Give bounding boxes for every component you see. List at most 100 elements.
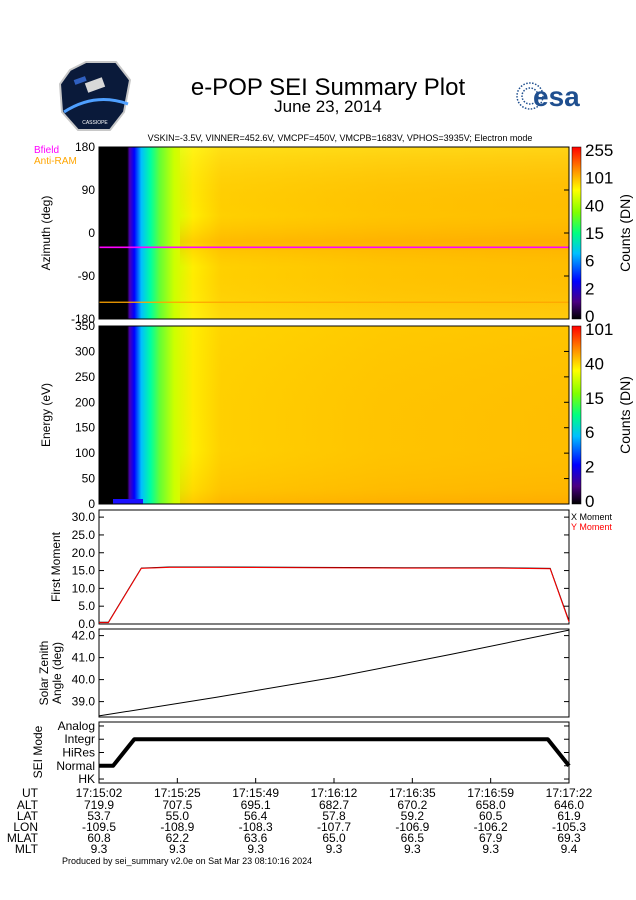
moment-tick-label: 5.0	[78, 599, 95, 613]
azimuth-colorbar	[571, 146, 582, 320]
azimuth-colorbar-label: Counts (DN)	[617, 194, 633, 272]
energy-colorbar-tick-label: 101	[585, 320, 613, 339]
page-date: June 23, 2014	[274, 97, 382, 116]
time-axis-alt-value: 670.2	[397, 798, 427, 812]
cassiope-logo: CASSIOPE	[58, 61, 132, 131]
time-axis-lat-value: 57.8	[322, 809, 346, 823]
time-axis-ut-value: 17:16:35	[389, 786, 436, 800]
energy-tick-label: 200	[75, 395, 95, 409]
energy-colorbar	[571, 325, 582, 505]
time-axis-lon-value: -108.3	[239, 820, 273, 834]
time-axis-mlt-value: 9.3	[169, 842, 186, 856]
time-axis-mlat-value: 62.2	[166, 831, 190, 845]
sza-panel: 42.0 41.0 40.0 39.0 Solar Zenith Angle (deg…	[37, 628, 570, 718]
time-axis-mlt-value: 9.3	[404, 842, 421, 856]
sza-line	[98, 629, 570, 717]
mode-tick-label: Integr	[64, 732, 95, 746]
moment-panel: 30.025.020.015.010.05.00.0 First Moment …	[49, 509, 613, 631]
azimuth-colorbar-tick-label: 255	[585, 141, 613, 160]
time-axis-mlt-value: 9.4	[561, 842, 578, 856]
time-axis-mlat-value: 66.5	[401, 831, 425, 845]
time-axis-row-label: ALT	[17, 798, 39, 812]
azimuth-colorbar-tick-label: 2	[585, 279, 594, 298]
time-axis-lon-value: -107.7	[317, 820, 351, 834]
sza-tick-label: 39.0	[72, 695, 96, 709]
energy-colorbar-label: Counts (DN)	[617, 376, 633, 454]
moment-tick-label: 15.0	[72, 564, 96, 578]
energy-colorbar-tick-label: 15	[585, 389, 604, 408]
cassiope-logo-text: CASSIOPE	[82, 120, 108, 126]
time-axis-lon-value: -106.9	[395, 820, 429, 834]
moment-tick-label: 0.0	[78, 617, 95, 631]
time-axis-ut-value: 17:16:59	[467, 786, 514, 800]
time-axis-lon-value: -108.9	[160, 820, 194, 834]
y-moment-line	[99, 566, 570, 624]
energy-colorbar-tick-label: 40	[585, 354, 604, 373]
mode-line	[99, 737, 571, 768]
mode-tick-label: HK	[78, 772, 95, 786]
azimuth-colorbar-tick-label: 0	[585, 307, 594, 326]
energy-colorbar-tick-label: 2	[585, 458, 594, 477]
time-axis-row-label: UT	[22, 786, 39, 800]
energy-colorbar-ticks: 101 40 15 6 2 0	[585, 320, 613, 511]
azimuth-tick-label: 0	[88, 226, 95, 240]
azimuth-panel: 180 90 0 -90 -180 Azimuth (deg) Bfield Anti-…	[34, 140, 633, 326]
mode-ylabel: SEI Mode	[31, 725, 45, 778]
esa-logo: esa	[516, 81, 580, 112]
moment-tick-label: 25.0	[72, 528, 96, 542]
sza-y-ticks: 42.0 41.0 40.0 39.0	[72, 629, 569, 709]
time-axis-row-label: LON	[13, 820, 38, 834]
time-axis-lat-value: 53.7	[87, 809, 111, 823]
energy-tick-label: 150	[75, 421, 95, 435]
instrument-params: VSKIN=-3.5V, VINNER=452.6V, VMCPF=450V, …	[148, 133, 533, 143]
time-axis-mlt-value: 9.3	[482, 842, 499, 856]
energy-tick-label: 0	[88, 497, 95, 511]
sza-ylabel-line2: Angle (deg)	[50, 642, 64, 704]
moment-y-ticks: 30.0 25.0 20.0 15.0 10.0 5.0 0.0	[72, 510, 569, 631]
time-axis-lon-value: -106.2	[474, 820, 508, 834]
azimuth-colorbar-tick-label: 15	[585, 224, 604, 243]
azimuth-tick-label: -90	[78, 269, 96, 283]
time-axis-ut-value: 17:15:49	[232, 786, 279, 800]
moment-tick-label: 30.0	[72, 510, 96, 524]
time-axis-ut-value: 17:15:25	[154, 786, 201, 800]
azimuth-colorbar-tick-label: 6	[585, 252, 594, 271]
page-title: e-POP SEI Summary Plot	[191, 74, 466, 101]
footer-credit: Produced by sei_summary v2.0e on Sat Mar…	[62, 856, 312, 866]
time-axis-row-label: LAT	[17, 809, 39, 823]
legend-x-moment: X Moment	[571, 512, 613, 522]
esa-logo-text: esa	[533, 81, 580, 112]
moment-tick-label: 10.0	[72, 581, 96, 595]
time-axis-ut-value: 17:16:12	[311, 786, 358, 800]
energy-tick-label: 300	[75, 344, 95, 358]
energy-heatmap-shading	[180, 326, 569, 504]
time-axis-lat-value: 56.4	[244, 809, 268, 823]
azimuth-colorbar-ticks: 255 101 40 15 6 2 0	[585, 141, 613, 326]
legend-y-moment: Y Moment	[571, 522, 612, 532]
energy-tick-label: 350	[75, 319, 95, 333]
time-axis-mlat-value: 69.3	[557, 831, 581, 845]
time-axis-alt-value: 658.0	[476, 798, 506, 812]
azimuth-tick-label: 90	[82, 183, 96, 197]
time-axis-lon-value: -109.5	[82, 820, 116, 834]
azimuth-colorbar-tick-label: 40	[585, 196, 604, 215]
time-axis-alt-value: 719.9	[84, 798, 114, 812]
time-axis-alt-value: 707.5	[162, 798, 192, 812]
time-axis-mlat-value: 60.8	[87, 831, 111, 845]
time-axis-mlt-value: 9.3	[247, 842, 264, 856]
azimuth-tick-label: -180	[71, 312, 95, 326]
time-axis-alt-value: 695.1	[241, 798, 271, 812]
time-axis-ut-value: 17:17:22	[546, 786, 593, 800]
mode-tick-label: Normal	[56, 759, 95, 773]
time-axis-mlat-value: 67.9	[479, 831, 503, 845]
mode-tick-label: HiRes	[62, 746, 95, 760]
energy-ylabel: Energy (eV)	[39, 383, 53, 447]
time-axis-ut-value: 17:15:02	[76, 786, 123, 800]
time-axis-alt-value: 682.7	[319, 798, 349, 812]
moment-ylabel: First Moment	[49, 531, 63, 602]
